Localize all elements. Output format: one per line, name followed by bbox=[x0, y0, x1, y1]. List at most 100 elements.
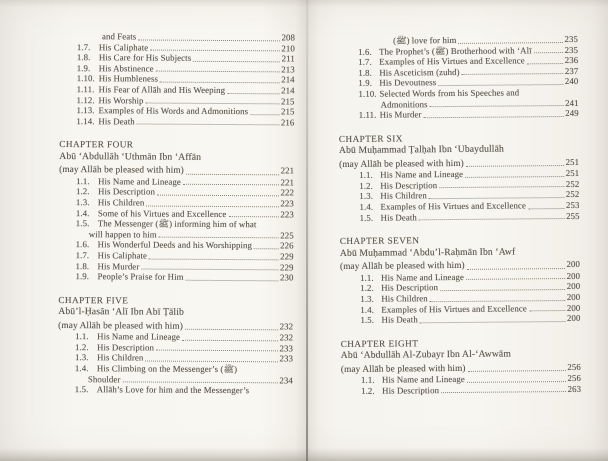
dot-leader bbox=[465, 165, 564, 168]
dot-leader bbox=[149, 258, 279, 260]
page-number: 210 bbox=[281, 42, 295, 54]
entry-title: His Caliphate bbox=[97, 250, 148, 261]
entry-number: 1.3. bbox=[360, 293, 374, 304]
page-number: 233 bbox=[279, 353, 294, 364]
dot-leader bbox=[428, 197, 564, 200]
dot-leader bbox=[158, 237, 279, 239]
entry-number: 1.4. bbox=[74, 363, 89, 374]
entry-number: 1.8. bbox=[76, 52, 91, 63]
entry-title: His Murder bbox=[379, 109, 422, 120]
page-number: 225 bbox=[280, 230, 294, 241]
page-number: 252 bbox=[565, 189, 580, 200]
dot-leader bbox=[254, 248, 279, 250]
entry-number: 1.2. bbox=[359, 180, 373, 191]
page-top-edge bbox=[0, 0, 608, 7]
page-number: 200 bbox=[566, 312, 581, 324]
page-number: 256 bbox=[567, 361, 581, 372]
dot-leader bbox=[439, 186, 564, 189]
companion-name-text: Abū ‘Abdullāh Al-Zubayr Ibn Al-‘Awwām bbox=[340, 348, 511, 362]
entry-number: 1.13. bbox=[76, 105, 95, 116]
entry-number: 1.4. bbox=[359, 201, 374, 212]
dot-leader bbox=[156, 194, 279, 197]
entry-title: His Description bbox=[382, 384, 440, 396]
entry-number: 1.3. bbox=[359, 191, 374, 202]
dot-leader bbox=[528, 310, 565, 312]
page-number: 200 bbox=[566, 302, 581, 313]
page-number: 229 bbox=[280, 251, 294, 262]
page-number: 211 bbox=[281, 53, 295, 64]
page-number: 200 bbox=[566, 281, 581, 292]
dot-leader bbox=[122, 381, 278, 384]
page-number: 221 bbox=[280, 165, 295, 176]
entry-title: Some of his Virtues and Excellence bbox=[97, 207, 227, 219]
entry-title: His Children bbox=[380, 190, 427, 202]
chapter-title: CHAPTER SEVEN bbox=[339, 235, 420, 247]
entry-number: 1.6. bbox=[75, 239, 90, 250]
dot-leader bbox=[461, 73, 563, 76]
dot-leader bbox=[429, 299, 565, 302]
entry-title: His Abstinence bbox=[98, 63, 154, 74]
page-number: 232 bbox=[279, 332, 294, 343]
entry-number: 1.6. bbox=[358, 46, 372, 57]
page-number: 233 bbox=[279, 343, 294, 354]
toc-entry: 1.2. His Description 263 bbox=[341, 384, 581, 397]
entry-title: His Worship bbox=[98, 94, 144, 106]
page-number: 200 bbox=[566, 291, 581, 302]
page-number: 251 bbox=[565, 156, 580, 167]
page-number: 235 bbox=[564, 44, 579, 55]
page-number: 253 bbox=[565, 199, 580, 211]
entry-number: 1.1. bbox=[360, 374, 375, 385]
page-number: 208 bbox=[281, 32, 295, 43]
page-number: 214 bbox=[281, 85, 295, 96]
companion-name-text: Abū Muḥammad Ṭalḥah Ibn ‘Ubaydullāh bbox=[338, 143, 504, 157]
page-number: 236 bbox=[564, 55, 579, 66]
dot-leader bbox=[146, 205, 279, 207]
companion-name-text: Abū’l-Ḥasān ‘Alī Ibn Abī Ṭālib bbox=[58, 306, 185, 319]
dot-leader bbox=[185, 173, 279, 176]
entry-title: People’s Praise for Him bbox=[97, 271, 184, 282]
chapter-title: CHAPTER FOUR bbox=[59, 139, 134, 150]
entry-number: 1.9. bbox=[76, 62, 91, 73]
entry-title: His Children bbox=[97, 197, 145, 208]
page-number: 226 bbox=[280, 240, 294, 251]
dot-leader bbox=[466, 267, 565, 270]
dot-leader bbox=[533, 52, 563, 54]
dot-leader bbox=[441, 391, 566, 394]
dot-leader bbox=[145, 102, 280, 105]
page-number: 215 bbox=[281, 95, 295, 106]
entry-title: His Caliphate bbox=[98, 41, 149, 53]
dot-leader bbox=[227, 92, 280, 94]
entry-number: 1.2. bbox=[361, 385, 375, 396]
dot-leader bbox=[465, 278, 565, 281]
entry-number: 1.9. bbox=[75, 271, 90, 282]
entry-number: 1.7. bbox=[75, 250, 90, 261]
entry-number: 1.7. bbox=[76, 41, 91, 52]
dot-leader bbox=[145, 360, 278, 363]
page-number: 215 bbox=[280, 106, 295, 117]
page-number: 221 bbox=[280, 177, 295, 188]
entry-number: 1.5. bbox=[360, 314, 375, 325]
entry-title: His Children bbox=[96, 352, 144, 363]
chapter-title: CHAPTER FIVE bbox=[58, 294, 129, 306]
chapter-title: CHAPTER EIGHT bbox=[340, 337, 419, 349]
dot-leader bbox=[467, 370, 566, 373]
entry-number: 1.2. bbox=[360, 283, 374, 294]
dot-leader bbox=[136, 123, 279, 126]
dot-leader bbox=[182, 184, 279, 186]
page-number: 252 bbox=[565, 178, 580, 189]
page-number: 263 bbox=[567, 383, 582, 394]
dot-leader bbox=[141, 268, 279, 271]
entry-number: 1.11. bbox=[76, 84, 95, 95]
entry-number: 1.5. bbox=[74, 384, 89, 395]
page-bottom-edge bbox=[0, 448, 608, 461]
entry-number: 1.4. bbox=[360, 304, 375, 315]
companion-name: Abū’l-Ḥasān ‘Alī Ibn Abī Ṭālib bbox=[58, 306, 293, 320]
entry-number: 1.11. bbox=[358, 109, 377, 120]
entry-number: 1.1. bbox=[75, 331, 89, 342]
page-number: 241 bbox=[565, 97, 579, 108]
entry-title: His Humbleness bbox=[98, 73, 159, 84]
entry-title: His Care for His Subjects bbox=[98, 52, 192, 63]
entry-number: 1.1. bbox=[76, 175, 90, 187]
dot-leader bbox=[159, 81, 280, 84]
